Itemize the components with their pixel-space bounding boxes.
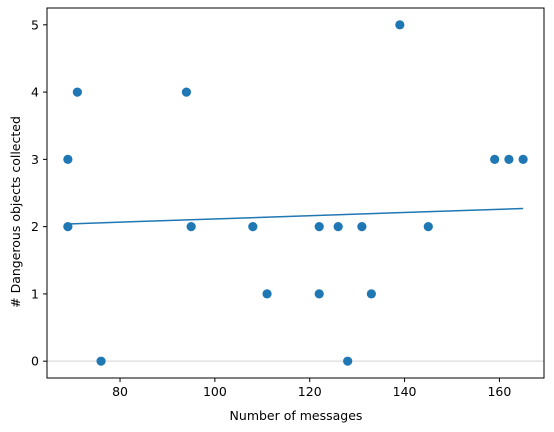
data-point <box>63 154 73 164</box>
data-point <box>314 289 324 299</box>
data-point <box>96 356 106 366</box>
data-point <box>343 356 353 366</box>
x-tick-label: 160 <box>487 384 511 399</box>
data-point <box>357 222 367 232</box>
y-axis-ticks: 0 1 2 3 4 5 <box>31 17 47 369</box>
x-tick-label: 120 <box>298 384 322 399</box>
x-axis-label: Number of messages <box>230 408 363 423</box>
trend-line <box>67 207 524 225</box>
plot-area <box>46 7 545 379</box>
data-point <box>395 20 405 30</box>
y-tick-label: 5 <box>31 17 39 32</box>
x-tick-label: 140 <box>393 384 417 399</box>
data-point <box>504 154 514 164</box>
x-axis-ticks: 80 100 120 140 160 <box>112 378 511 399</box>
data-point <box>248 222 258 232</box>
axes-frame <box>46 7 545 379</box>
data-point <box>63 222 73 232</box>
data-point <box>366 289 376 299</box>
x-tick-label: 100 <box>203 384 227 399</box>
data-point <box>423 222 433 232</box>
data-point <box>314 222 324 232</box>
y-axis-label: # Dangerous objects collected <box>8 116 23 308</box>
data-point <box>72 87 82 97</box>
data-point <box>186 222 196 232</box>
data-point <box>333 222 343 232</box>
data-point <box>490 154 500 164</box>
y-tick-label: 3 <box>31 152 39 167</box>
y-tick-label: 0 <box>31 354 39 369</box>
y-tick-label: 4 <box>31 85 39 100</box>
y-tick-label: 2 <box>31 219 39 234</box>
x-tick-label: 80 <box>112 384 128 399</box>
y-tick-label: 1 <box>31 286 39 301</box>
data-point <box>181 87 192 97</box>
data-point <box>518 154 528 164</box>
data-point <box>262 289 272 299</box>
